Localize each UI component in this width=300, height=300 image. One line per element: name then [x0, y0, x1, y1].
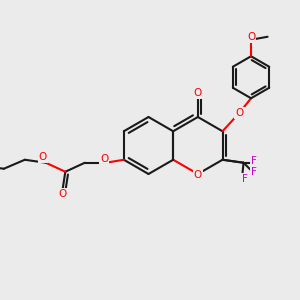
Text: O: O: [236, 108, 244, 118]
Text: O: O: [247, 32, 255, 42]
Text: F: F: [251, 167, 257, 177]
Text: O: O: [194, 88, 202, 98]
Text: O: O: [39, 152, 47, 162]
Text: O: O: [194, 170, 202, 181]
Text: O: O: [100, 154, 108, 164]
Text: F: F: [251, 156, 257, 166]
Text: F: F: [242, 174, 248, 184]
Text: O: O: [58, 189, 66, 199]
